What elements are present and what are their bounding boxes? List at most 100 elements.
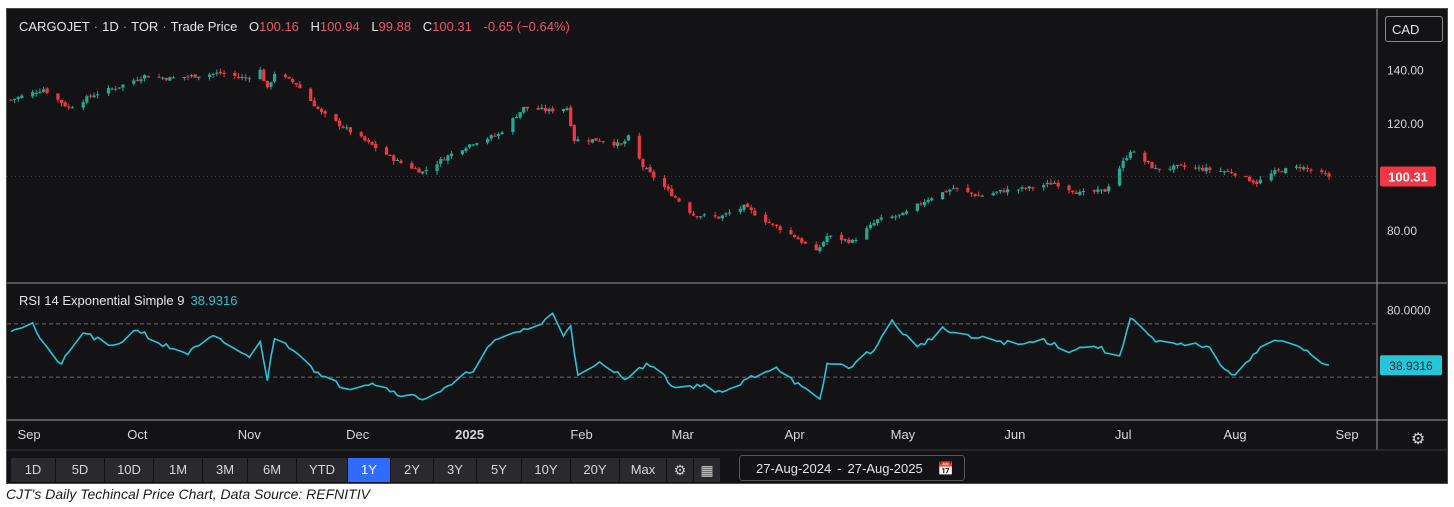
candle [424,166,428,175]
candle [34,89,38,97]
rsi-line [10,312,1330,401]
timeframe-1y-button[interactable]: 1Y [348,458,390,482]
candle-body [1204,167,1208,172]
table-icon[interactable]: ▦ [694,458,720,482]
candle-body [774,224,779,226]
timeframe-1m-button[interactable]: 1M [154,458,202,482]
timeframe-20y-button[interactable]: 20Y [571,458,619,482]
last-price-tag [1380,166,1436,187]
timeframe-2y-button[interactable]: 2Y [391,458,433,482]
candle [1052,180,1057,184]
timeframe-6m-button[interactable]: 6M [248,458,296,482]
calendar-icon[interactable]: 📅 [937,461,954,476]
currency-label: CAD [1392,22,1420,37]
candle-body [746,203,750,208]
candle-body [561,109,566,112]
candle-body [1233,173,1237,176]
candle-body [309,88,313,101]
candle-body [114,88,118,90]
candle-body [182,76,186,78]
candle-body [81,102,85,108]
chart-svg[interactable]: 140.00120.00100.0080.0080.0000SepOctNovD… [7,9,1447,483]
currency-selector[interactable]: CAD [1385,16,1443,42]
candle [518,112,522,120]
candle-body [847,239,851,243]
candle-body [106,88,111,94]
candle-body [9,99,13,101]
timeframe-3m-button[interactable]: 3M [203,458,247,482]
low-key: L [371,19,379,34]
candle [496,132,501,140]
candle-body [1255,181,1259,184]
candle [341,125,345,129]
candle-body [193,74,197,78]
candle-body [1302,167,1306,170]
timeframe-3y-button[interactable]: 3Y [434,458,476,482]
candle-body [980,195,984,197]
candle-body [572,125,576,142]
candle [695,215,699,220]
timeframe-max-button[interactable]: Max [620,458,666,482]
candle-body [666,186,670,190]
candle-body [789,230,793,235]
candle [435,161,439,175]
candle-body [713,215,717,217]
candle-body [843,239,847,241]
candle-body [821,241,826,247]
candle [753,207,757,216]
candle-body [449,153,454,157]
candle-body [1193,167,1197,169]
candle [215,69,219,77]
candle [1208,166,1212,174]
candle-body [738,208,743,212]
candle-body [1132,151,1136,153]
candle-body [1182,165,1187,168]
candle-body [421,171,425,174]
candle [1229,168,1234,175]
candle-body [839,234,844,241]
candle-body [410,162,414,169]
candle-body [31,91,35,97]
candle [800,237,804,245]
candle [818,245,822,254]
settings-icon[interactable]: ⚙ [1411,431,1426,448]
candle-body [565,108,569,110]
candle [666,183,670,192]
candle-body [1125,158,1129,161]
candle [244,73,248,82]
timeframe-10y-button[interactable]: 10Y [522,458,570,482]
timeframe-10d-button[interactable]: 10D [105,458,153,482]
candle-body [1273,170,1277,174]
candle [1074,189,1078,195]
timeframe-5y-button[interactable]: 5Y [477,458,521,482]
candle-body [1208,167,1212,171]
candle-body [337,120,342,127]
date-to: 27-Aug-2025 [847,461,923,476]
candle [1024,186,1028,191]
candle-body [662,178,667,188]
candle-body [1258,179,1262,184]
x-tick-label: Sep [17,427,40,442]
candle [1121,157,1125,172]
symbol-label: CARGOJET [19,19,90,34]
candle-body [334,114,338,122]
candle [904,209,909,215]
gear-icon[interactable]: ⚙ [667,458,693,482]
candle [612,139,616,149]
candle [471,143,475,147]
candle-body [41,89,46,92]
candle [13,98,17,104]
change-value: -0.65 (−0.64%) [483,19,570,34]
timeframe-5d-button[interactable]: 5D [56,458,104,482]
candle-body [670,188,674,197]
timeframe-1d-button[interactable]: 1D [11,458,55,482]
candle [110,87,114,91]
candle [941,192,945,200]
candle [337,118,342,130]
date-range-picker[interactable]: 27-Aug-2024-27-Aug-2025 📅 [739,455,965,481]
candle-body [951,188,956,190]
x-tick-label: Nov [238,427,262,442]
timeframe-ytd-button[interactable]: YTD [297,458,347,482]
candle-body [1071,190,1075,193]
candle [193,74,197,78]
